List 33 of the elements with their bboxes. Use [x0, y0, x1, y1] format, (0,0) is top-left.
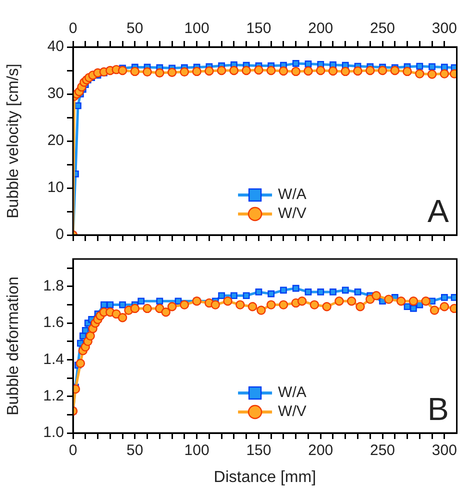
annotation: A [427, 192, 450, 229]
x-tick-label: 50 [126, 442, 144, 460]
x-tick-label: 300 [432, 442, 457, 460]
legend-label: W/V [278, 205, 306, 222]
y-axis-title: Bubble deformation [5, 276, 22, 416]
x2-tick-label: 150 [246, 20, 272, 38]
x-tick-label: 250 [370, 442, 396, 460]
y-tick-label: 1.2 [43, 388, 64, 405]
x-tick-label: 0 [68, 442, 78, 460]
y-tick-label: 30 [47, 85, 64, 102]
x2-tick-label: 250 [370, 20, 396, 38]
y-tick-label: 0 [56, 226, 64, 244]
y-tick-label: 1.6 [43, 314, 64, 332]
x2-tick-label: 50 [126, 20, 144, 38]
x2-tick-label: 0 [68, 20, 78, 38]
y-tick-label: 10 [47, 179, 64, 196]
y-tick-label: 1.0 [43, 424, 64, 442]
legend-label: W/A [278, 186, 306, 204]
x-tick-label: 150 [246, 442, 272, 460]
legend-label: W/V [278, 403, 306, 420]
y-tick-label: 1.8 [43, 278, 64, 295]
x2-tick-label: 200 [308, 20, 334, 38]
y-tick-label: 20 [47, 132, 64, 150]
y-tick-label: 40 [47, 38, 64, 56]
x-tick-label: 100 [184, 442, 210, 460]
x2-tick-label: 300 [432, 20, 457, 38]
x-axis-title: Distance [mm] [214, 468, 316, 486]
x2-tick-label: 100 [184, 20, 210, 38]
y-tick-label: 1.4 [43, 350, 64, 368]
x-tick-label: 200 [308, 442, 334, 460]
legend-label: W/A [278, 384, 306, 402]
y-axis-title: Bubble velocity [cm/s] [5, 64, 22, 218]
annotation: B [427, 390, 449, 427]
